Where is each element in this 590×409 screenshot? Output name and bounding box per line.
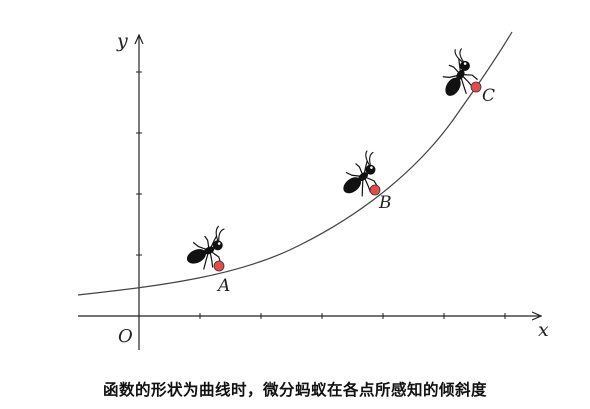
- x-axis-label: x: [538, 319, 549, 341]
- function-curve-diagram: y x O A B C: [77, 30, 549, 350]
- y-axis-label: y: [116, 30, 128, 52]
- point-a: [213, 260, 225, 272]
- point-b: [369, 184, 381, 196]
- y-ticks: [136, 71, 142, 256]
- ant-icon: [179, 223, 238, 277]
- origin-label: O: [118, 326, 133, 347]
- point-c-label: C: [482, 86, 495, 106]
- point-a-label: A: [216, 276, 230, 296]
- ant-icon: [431, 45, 488, 105]
- function-curve: [77, 31, 513, 296]
- point-b-label: B: [378, 193, 392, 213]
- x-ticks: [199, 313, 506, 319]
- figure-caption: 函数的形状为曲线时，微分蚂蚁在各点所感知的倾斜度: [102, 381, 487, 399]
- point-c: [470, 81, 482, 93]
